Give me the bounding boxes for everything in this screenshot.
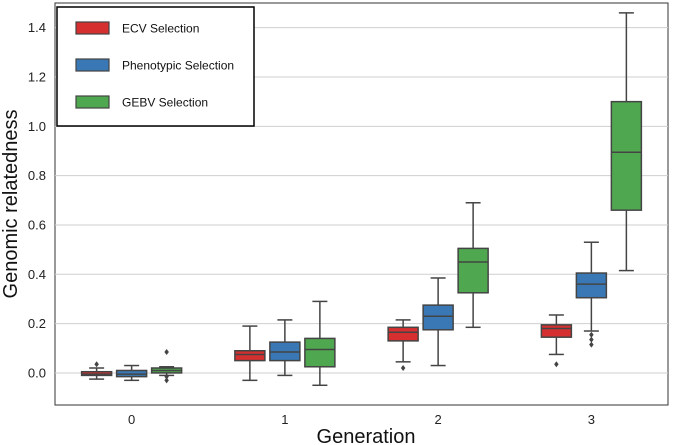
y-axis-label: Genomic relatedness	[0, 110, 22, 299]
box	[234, 349, 266, 362]
box	[387, 326, 419, 342]
outlier-point	[589, 341, 594, 348]
outlier-point	[94, 361, 99, 368]
series-phenotypic-selection	[115, 241, 608, 382]
y-tick-labels: 0.0 0.2 0.4 0.6 0.8 1.0 1.2 1.4	[28, 20, 46, 380]
y-tick-label: 1.2	[28, 69, 46, 84]
box	[457, 247, 489, 294]
box	[575, 272, 608, 299]
box	[422, 304, 454, 331]
y-tick-label: 0.0	[28, 365, 46, 380]
y-tick-label: 0.8	[28, 168, 46, 183]
box	[610, 100, 643, 211]
box	[540, 324, 573, 338]
legend-swatch	[75, 21, 110, 35]
y-tick-label: 1.4	[28, 20, 46, 35]
legend: ECV Selection Phenotypic Selection GEBV Se…	[56, 6, 255, 127]
outlier-point	[164, 373, 169, 380]
series-ecv-selection	[80, 314, 573, 382]
legend-label: ECV Selection	[122, 22, 199, 36]
legend-label: GEBV Selection	[122, 96, 208, 110]
outlier-point	[164, 348, 169, 355]
outlier-point	[164, 377, 169, 384]
x-tick-label: 0	[128, 412, 135, 427]
box	[304, 337, 336, 368]
x-tick-labels: 0 1 2 3	[128, 412, 595, 427]
y-tick-label: 0.2	[28, 316, 46, 331]
outlier-point	[400, 365, 406, 372]
x-tick-label: 2	[435, 412, 442, 427]
x-tick-label: 1	[281, 412, 288, 427]
y-tick-label: 0.4	[28, 267, 46, 282]
outlier-point	[589, 336, 594, 343]
x-axis-label: Generation	[317, 426, 416, 445]
y-tick-label: 0.6	[28, 217, 46, 232]
outlier-point	[589, 331, 594, 338]
x-tick-label: 3	[588, 412, 595, 427]
legend-label: Phenotypic Selection	[122, 59, 234, 73]
outlier-point	[554, 361, 559, 368]
legend-swatch	[75, 95, 110, 109]
y-tick-label: 1.0	[28, 119, 46, 134]
legend-swatch	[75, 58, 110, 72]
box-groups	[80, 12, 643, 387]
series-gebv-selection	[150, 12, 643, 387]
